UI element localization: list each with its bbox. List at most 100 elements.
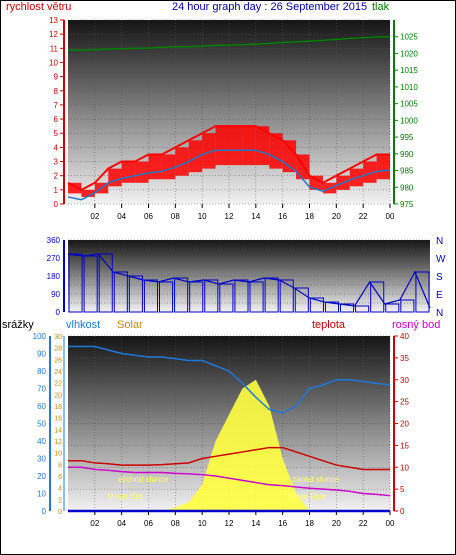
wind-gust-bar xyxy=(255,126,270,166)
direction-bar xyxy=(385,303,400,313)
wind-x-tick-label: 12 xyxy=(225,212,234,221)
moonset-annotation: Moon Set xyxy=(108,492,143,501)
rain-tick-label: 100 xyxy=(33,332,47,341)
solar-label: Solar xyxy=(117,319,143,331)
direction-tick-label: 90 xyxy=(51,290,60,299)
pressure-tick-label: 1005 xyxy=(400,100,418,109)
humidity-tick-label: 2 xyxy=(58,497,62,504)
wind-gust-bar xyxy=(309,175,323,190)
direction-bar xyxy=(234,279,249,313)
direction-line xyxy=(67,253,431,309)
wind-tick-label: 9 xyxy=(54,73,59,82)
pressure-label: tlak xyxy=(372,1,390,13)
humidity-line xyxy=(68,345,391,414)
wind-gust-bar xyxy=(121,161,136,183)
direction-bar xyxy=(219,283,234,313)
pressure-tick-label: 985 xyxy=(400,167,414,176)
wind-x-tick-label: 02 xyxy=(90,212,99,221)
lower-x-tick-label: 00 xyxy=(386,519,395,528)
wind-x-tick-label: 10 xyxy=(198,212,207,221)
direction-bar xyxy=(264,277,279,313)
humidity-tick-label: 12 xyxy=(54,439,62,446)
direction-bar xyxy=(249,281,264,313)
humidity-tick-label: 8 xyxy=(58,462,62,469)
humidity-tick-label: 14 xyxy=(54,427,62,434)
solar-area xyxy=(68,379,390,511)
pressure-tick-label: 1020 xyxy=(400,49,418,58)
humidity-label: vlhkost xyxy=(66,319,100,331)
dew-point-line xyxy=(68,466,391,497)
wind-tick-label: 2 xyxy=(54,172,59,181)
pressure-tick-label: 1010 xyxy=(400,83,418,92)
wind-gust-bar xyxy=(175,147,189,176)
direction-bar xyxy=(294,287,309,313)
direction-tick-label: 180 xyxy=(47,272,61,281)
moonrise-annotation: Moon Rise xyxy=(288,492,327,501)
direction-tick-label: 360 xyxy=(47,236,61,245)
wind-x-tick-label: 00 xyxy=(386,212,395,221)
wind-gust-bar xyxy=(363,161,377,183)
wind-x-tick-label: 14 xyxy=(251,212,260,221)
humidity-tick-label: 18 xyxy=(54,404,62,411)
compass-label: W xyxy=(436,254,446,265)
direction-bar xyxy=(143,279,159,313)
compass-label: E xyxy=(436,290,443,301)
rain-tick-label: 80 xyxy=(37,367,46,376)
wind-speed-line xyxy=(67,125,390,191)
temperature-tick-label: 5 xyxy=(400,485,405,494)
wind-gust-bar xyxy=(108,168,122,187)
pressure-tick-label: 980 xyxy=(400,183,414,192)
temperature-line xyxy=(68,446,390,471)
compass-label: N xyxy=(436,236,443,247)
lower-x-tick-label: 02 xyxy=(90,519,99,528)
direction-bar xyxy=(68,253,83,313)
wind-gust-bar xyxy=(148,154,162,180)
wind-x-tick-label: 20 xyxy=(332,212,341,221)
temperature-tick-label: 0 xyxy=(400,507,405,516)
pressure-line xyxy=(68,35,391,51)
compass-label: S xyxy=(436,272,443,283)
lower-x-tick-label: 14 xyxy=(251,519,260,528)
temperature-tick-label: 40 xyxy=(400,332,409,341)
lower-x-tick-label: 06 xyxy=(144,519,153,528)
direction-bar xyxy=(113,271,128,313)
wind-average-line xyxy=(67,149,391,201)
humidity-tick-label: 16 xyxy=(54,416,62,423)
direction-bar xyxy=(83,255,98,313)
humidity-tick-label: 6 xyxy=(58,474,62,481)
rain-tick-label: 90 xyxy=(37,350,46,359)
wind-tick-label: 1 xyxy=(54,186,59,195)
direction-bar xyxy=(174,277,189,313)
rain-tick-label: 20 xyxy=(37,472,46,481)
direction-bar xyxy=(309,297,324,313)
rain-tick-label: 30 xyxy=(37,455,46,464)
temperature-tick-label: 25 xyxy=(400,398,409,407)
rain-tick-label: 50 xyxy=(37,420,46,429)
lower-x-tick-label: 08 xyxy=(171,519,180,528)
temperature-tick-label: 35 xyxy=(400,354,409,363)
wind-gust-bar xyxy=(229,126,243,166)
compass-label: N xyxy=(436,308,443,319)
wind-tick-label: 12 xyxy=(49,30,58,39)
pressure-tick-label: 995 xyxy=(400,133,414,142)
wind-gust-bar xyxy=(188,140,203,173)
wind-tick-label: 0 xyxy=(54,200,59,209)
lower-x-tick-label: 20 xyxy=(332,519,341,528)
sunrise-annotation: východ slunce xyxy=(118,475,169,484)
wind-tick-label: 3 xyxy=(54,158,59,167)
wind-x-tick-label: 22 xyxy=(359,212,368,221)
rain-tick-label: 60 xyxy=(37,402,46,411)
wind-tick-label: 6 xyxy=(54,115,59,124)
direction-bar xyxy=(370,281,385,313)
direction-tick-label: 270 xyxy=(47,254,61,263)
humidity-tick-label: 4 xyxy=(58,486,62,493)
wind-gust-bar xyxy=(202,133,216,169)
temperature-tick-label: 30 xyxy=(400,376,409,385)
temperature-tick-label: 15 xyxy=(400,441,409,450)
wind-tick-label: 8 xyxy=(54,87,59,96)
rain-tick-label: 0 xyxy=(42,507,47,516)
direction-bar xyxy=(355,305,370,313)
wind-gust-bar xyxy=(242,126,256,166)
